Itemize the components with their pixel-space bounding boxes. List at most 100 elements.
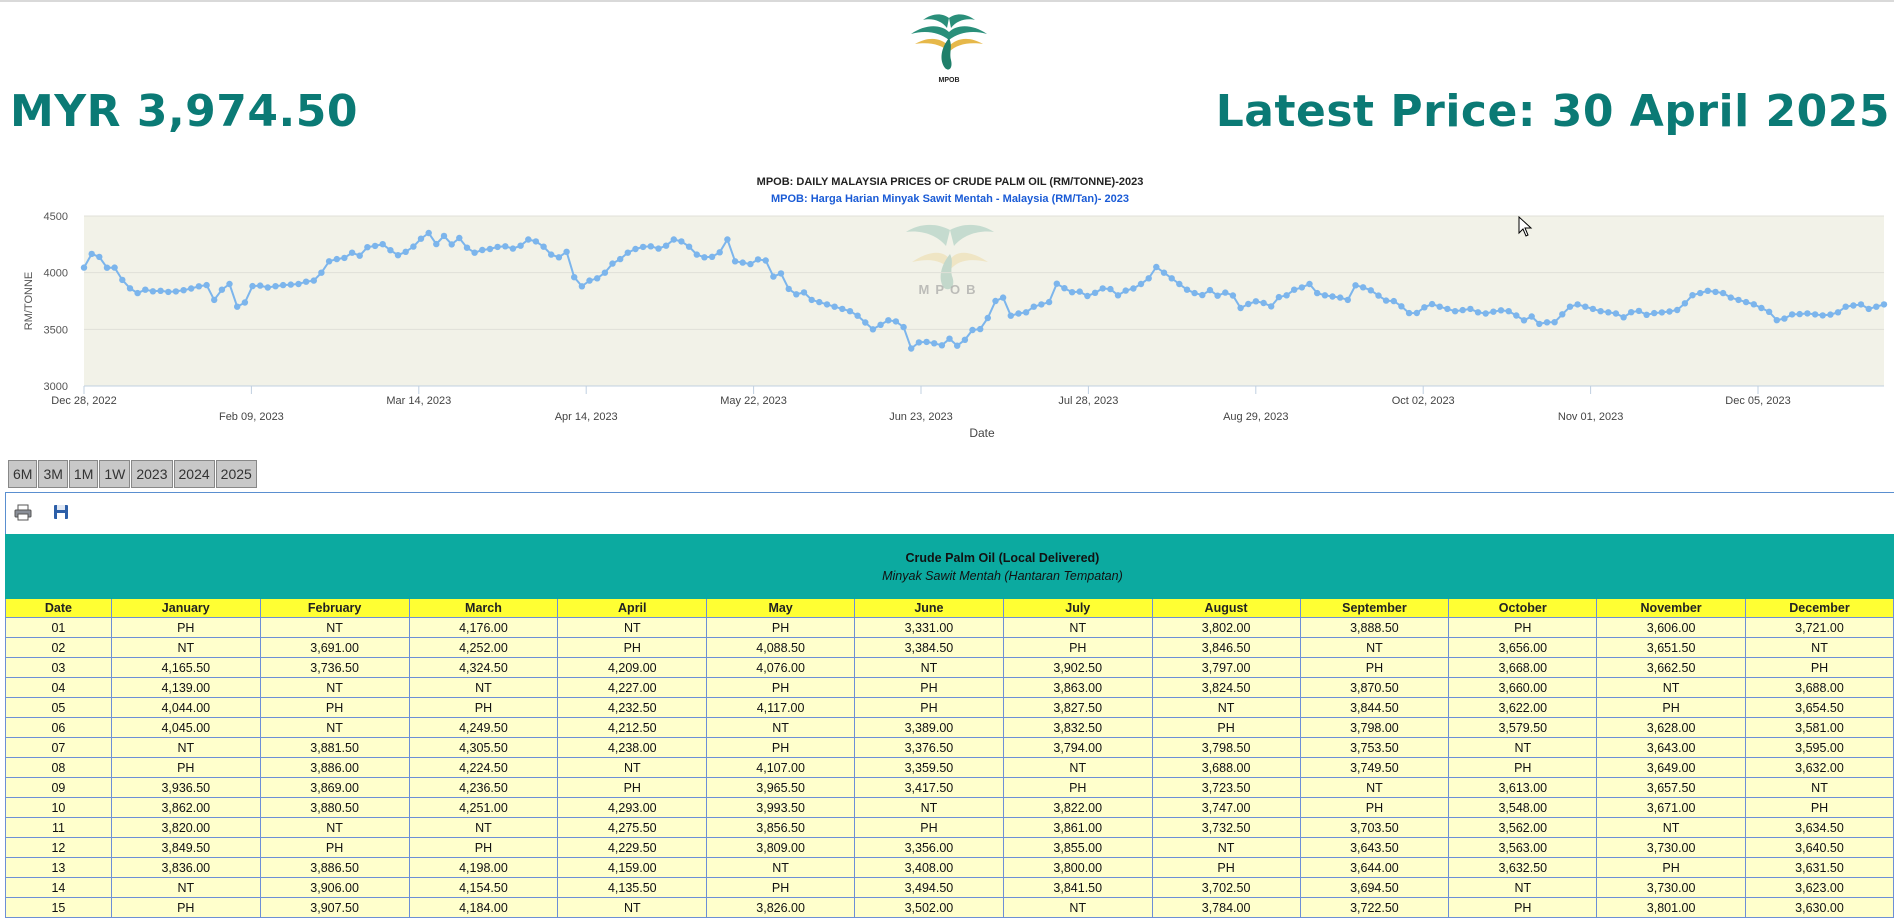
price-cell: NT	[1596, 817, 1747, 838]
column-header-january: January	[110, 598, 261, 618]
range-button-2025[interactable]: 2025	[215, 460, 257, 488]
price-cell: NT	[1151, 697, 1301, 718]
price-cell: 3,826.00	[706, 897, 856, 918]
price-cell: 3,632.50	[1448, 857, 1598, 878]
price-cell: NT	[706, 857, 856, 878]
data-point	[862, 319, 869, 326]
data-point	[609, 260, 616, 267]
price-cell: PH	[1745, 657, 1894, 678]
data-point	[762, 257, 769, 264]
price-cell: PH	[1002, 637, 1153, 658]
data-point	[249, 282, 256, 290]
price-cell: 3,797.00	[1151, 657, 1301, 678]
column-header-march: March	[408, 598, 559, 618]
price-cell: NT	[1002, 617, 1153, 638]
price-cell: 3,331.00	[854, 617, 1004, 638]
x-tick-label: Aug 29, 2023	[1223, 411, 1288, 423]
price-cell: 3,643.00	[1596, 737, 1747, 758]
range-button-3m[interactable]: 3M	[38, 460, 68, 488]
table-row: 07 NT 3,881.50 4,305.50 4,238.00 PH 3,376.50 3,…	[5, 737, 1894, 758]
price-cell: 3,856.50	[706, 817, 856, 838]
range-button-2023[interactable]: 2023	[131, 460, 173, 488]
data-point	[701, 254, 708, 261]
price-cell: 3,798.00	[1299, 717, 1450, 738]
data-point	[1574, 301, 1581, 308]
price-cell: NT	[110, 737, 261, 758]
price-cell: 3,832.50	[1002, 717, 1153, 738]
range-button-6m[interactable]: 6M	[8, 460, 38, 488]
range-button-1m[interactable]: 1M	[68, 460, 99, 488]
data-point	[1214, 292, 1221, 299]
price-cell: 3,753.50	[1299, 737, 1450, 758]
price-chart: MPOB 3000 3500 4000 4500 Dec 28, 2022 Feb 09, …	[0, 170, 1894, 450]
data-point	[479, 246, 486, 254]
range-button-2024[interactable]: 2024	[173, 460, 215, 488]
date-cell: 10	[5, 797, 112, 818]
data-point	[1321, 292, 1329, 299]
date-cell: 12	[5, 837, 112, 858]
data-point	[1168, 275, 1175, 282]
price-cell: NT	[854, 797, 1004, 818]
price-cell: PH	[706, 737, 856, 758]
data-point	[724, 236, 731, 243]
date-cell: 01	[5, 617, 112, 638]
price-cell: 3,662.50	[1596, 657, 1747, 678]
data-point	[954, 342, 961, 349]
data-point	[1628, 309, 1635, 316]
price-cell: 4,135.50	[557, 877, 708, 898]
data-point	[1582, 303, 1589, 310]
data-point	[1643, 311, 1650, 318]
chart-title: MPOB: DAILY MALAYSIA PRICES OF CRUDE PAL…	[757, 176, 1144, 188]
data-point	[1765, 308, 1773, 315]
price-cell: NT	[408, 677, 559, 698]
data-point	[1268, 303, 1275, 310]
data-point	[195, 283, 203, 290]
data-point	[1229, 292, 1237, 299]
data-point	[754, 256, 762, 263]
latest-price-date: Latest Price: 30 April 2025	[1215, 86, 1890, 137]
data-point	[1114, 292, 1122, 299]
data-point	[1697, 289, 1704, 297]
y-tick-label: 3000	[44, 381, 68, 393]
price-cell: 3,827.50	[1002, 697, 1153, 718]
price-cell: NT	[110, 637, 261, 658]
data-point	[410, 243, 417, 250]
date-cell: 08	[5, 757, 112, 778]
date-cell: 15	[5, 897, 112, 918]
data-point	[1153, 263, 1160, 271]
x-tick-label: Jun 23, 2023	[889, 411, 953, 423]
data-point	[1176, 280, 1183, 288]
range-button-1w[interactable]: 1W	[99, 460, 131, 488]
price-cell: 4,184.00	[408, 897, 559, 918]
data-point	[1084, 292, 1091, 300]
data-point	[785, 285, 792, 293]
price-cell: 3,888.50	[1299, 617, 1450, 638]
print-icon[interactable]	[14, 503, 32, 521]
data-point	[1375, 292, 1382, 299]
price-cell: PH	[557, 637, 708, 658]
price-cell: 3,417.50	[854, 777, 1004, 798]
data-point	[908, 345, 915, 352]
table-header-row: Date January February March April May June July…	[5, 598, 1894, 618]
price-cell: PH	[1596, 857, 1747, 878]
data-point	[1061, 285, 1068, 292]
data-point	[716, 249, 723, 256]
save-icon[interactable]	[52, 503, 70, 521]
data-point	[816, 298, 823, 306]
data-point	[1788, 311, 1796, 318]
date-cell: 04	[5, 677, 112, 698]
table-row: 06 4,045.00 NT 4,249.50 4,212.50 NT 3,389.00 3,…	[5, 717, 1894, 738]
price-cell: 3,730.00	[1596, 837, 1747, 858]
data-point	[471, 249, 478, 256]
data-point	[1674, 306, 1681, 314]
data-point	[647, 243, 654, 250]
data-point	[1865, 305, 1872, 313]
price-cell: 3,855.00	[1002, 837, 1153, 858]
column-header-december: December	[1745, 598, 1894, 618]
price-cell: PH	[706, 877, 856, 898]
data-point	[1352, 282, 1359, 289]
data-point	[839, 305, 846, 313]
data-point	[747, 260, 754, 268]
data-point	[494, 243, 501, 251]
data-point	[571, 274, 578, 281]
